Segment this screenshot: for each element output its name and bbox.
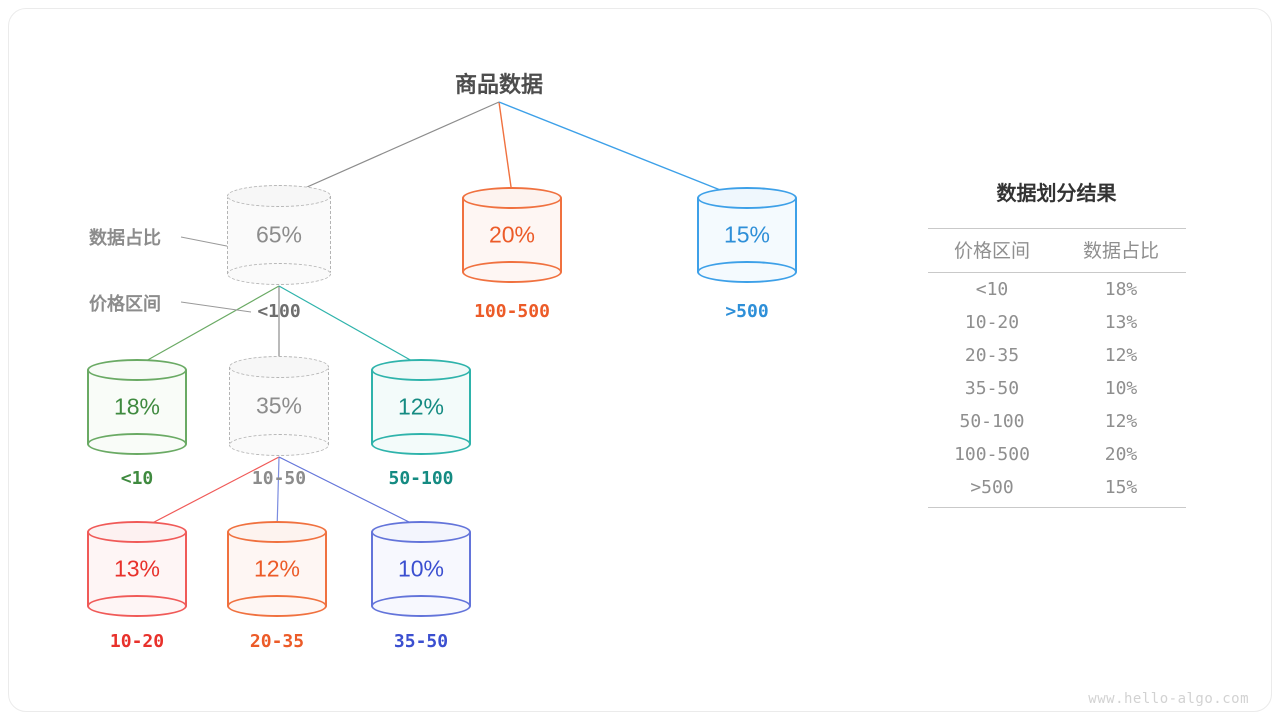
cylinder-bottom-ellipse xyxy=(227,263,331,285)
cylinder-top-ellipse xyxy=(371,359,471,381)
node-value: 65% xyxy=(255,221,303,248)
cylinder-top-ellipse xyxy=(227,185,331,207)
node-label-10-50: 10-50 xyxy=(251,468,307,489)
table-row: 10-20 13% xyxy=(928,306,1186,339)
cell-data-share: 13% xyxy=(1104,312,1138,333)
node-label-50-100: 50-100 xyxy=(388,468,454,489)
cylinder-bottom-ellipse xyxy=(371,433,471,455)
cell-data-share: 20% xyxy=(1104,444,1138,465)
table-body: <10 18% 10-20 13% 20-35 12% 35-50 10% xyxy=(927,273,1186,508)
cylinder-body xyxy=(227,196,331,274)
node-value: 13% xyxy=(113,555,161,582)
node-cylinder-35[interactable]: 35% xyxy=(229,356,329,456)
cell-data-share: 18% xyxy=(1104,279,1138,300)
node-cylinder-15[interactable]: 15% xyxy=(697,187,797,283)
node-cylinder-20[interactable]: 20% xyxy=(462,187,562,283)
cylinder-body xyxy=(371,532,471,606)
table-header-data-share: 数据占比 xyxy=(1056,228,1186,273)
cell-price-range: <10 xyxy=(975,279,1009,300)
node-label-lt10: <10 xyxy=(120,468,154,489)
cylinder-bottom-ellipse xyxy=(697,261,797,283)
node-value: 20% xyxy=(488,221,536,248)
cylinder-top-ellipse xyxy=(697,187,797,209)
cell-price-range: 50-100 xyxy=(959,411,1025,432)
cylinder-body xyxy=(697,198,797,272)
diagram-card: 商品数据 数据占比 价格区间 65% <100 20% 100-500 15% xyxy=(8,8,1272,712)
cell-price-range: 100-500 xyxy=(954,444,1030,465)
cylinder-top-ellipse xyxy=(229,356,329,378)
node-label-10-20: 10-20 xyxy=(109,631,165,652)
node-cylinder-18[interactable]: 18% xyxy=(87,359,187,455)
table-row: <10 18% xyxy=(928,273,1186,307)
node-label-20-35: 20-35 xyxy=(249,631,305,652)
cell-price-range: >500 xyxy=(927,471,1057,508)
table-row: >500 15% xyxy=(927,471,1186,508)
cylinder-top-ellipse xyxy=(227,521,327,543)
cylinder-body xyxy=(462,198,562,272)
node-value: 18% xyxy=(113,393,161,420)
cylinder-body xyxy=(87,532,187,606)
cylinder-bottom-ellipse xyxy=(371,595,471,617)
edge-65-to-12a xyxy=(278,285,422,367)
table-row: 50-100 12% xyxy=(928,405,1186,438)
cylinder-body xyxy=(371,370,471,444)
cylinder-bottom-ellipse xyxy=(87,433,187,455)
cell-price-range: 10-20 xyxy=(964,312,1020,333)
cylinder-top-ellipse xyxy=(462,187,562,209)
node-value: 10% xyxy=(397,555,445,582)
annotation-price-range: 价格区间 xyxy=(89,294,161,314)
cylinder-body xyxy=(227,532,327,606)
result-table: 价格区间 数据占比 <10 18% 10-20 13% 20-35 xyxy=(927,228,1186,508)
node-label-gt500: >500 xyxy=(725,301,769,322)
cell-price-range: 35-50 xyxy=(964,378,1020,399)
node-value: 12% xyxy=(253,555,301,582)
annotation-data-share: 数据占比 xyxy=(89,228,161,248)
node-label-lt100: <100 xyxy=(257,301,301,322)
node-cylinder-12-50-100[interactable]: 12% xyxy=(371,359,471,455)
cell-data-share: 15% xyxy=(1056,471,1186,508)
table-title: 数据划分结果 xyxy=(996,183,1117,205)
cell-data-share: 12% xyxy=(1104,345,1138,366)
result-table-panel: 数据划分结果 价格区间 数据占比 <10 18% 10-20 13% xyxy=(914,177,1199,508)
watermark: www.hello-algo.com xyxy=(1088,691,1249,707)
table-row: 20-35 12% xyxy=(928,339,1186,372)
cell-data-share: 12% xyxy=(1104,411,1138,432)
cylinder-top-ellipse xyxy=(87,521,187,543)
cylinder-bottom-ellipse xyxy=(87,595,187,617)
node-cylinder-13[interactable]: 13% xyxy=(87,521,187,617)
node-value: 15% xyxy=(723,221,771,248)
cell-price-range: 20-35 xyxy=(964,345,1020,366)
table-row: 35-50 10% xyxy=(928,372,1186,405)
node-label-35-50: 35-50 xyxy=(393,631,449,652)
node-cylinder-12-20-35[interactable]: 12% xyxy=(227,521,327,617)
node-cylinder-65[interactable]: 65% xyxy=(227,185,331,285)
node-cylinder-10[interactable]: 10% xyxy=(371,521,471,617)
cylinder-body xyxy=(87,370,187,444)
node-value: 35% xyxy=(255,392,303,419)
cell-data-share: 10% xyxy=(1104,378,1138,399)
table-header-row: 价格区间 数据占比 xyxy=(927,228,1186,273)
table-header-price-range: 价格区间 xyxy=(927,228,1057,273)
node-value: 12% xyxy=(397,393,445,420)
cylinder-top-ellipse xyxy=(371,521,471,543)
cylinder-bottom-ellipse xyxy=(227,595,327,617)
cylinder-body xyxy=(229,367,329,445)
table-row: 100-500 20% xyxy=(928,438,1186,471)
diagram-stage: 商品数据 数据占比 价格区间 65% <100 20% 100-500 15% xyxy=(9,9,1271,711)
page-title: 商品数据 xyxy=(454,72,543,97)
cylinder-top-ellipse xyxy=(87,359,187,381)
cylinder-bottom-ellipse xyxy=(229,434,329,456)
node-label-100-500: 100-500 xyxy=(474,301,550,322)
cylinder-bottom-ellipse xyxy=(462,261,562,283)
